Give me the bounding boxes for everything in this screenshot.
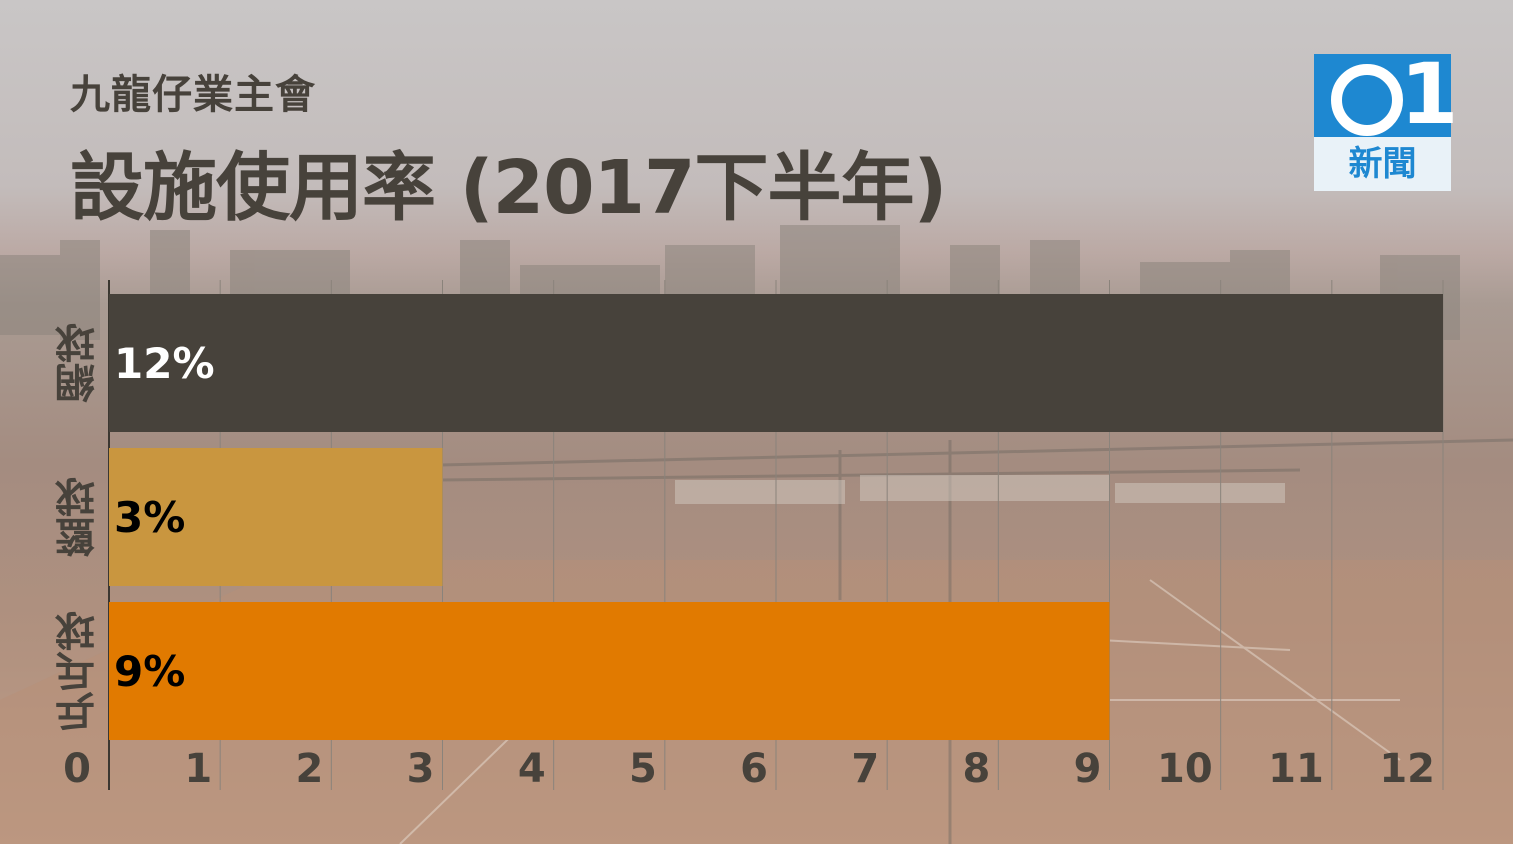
logo-mark-area: 1 xyxy=(1314,52,1458,137)
category-label-1: 籃球 xyxy=(56,477,102,557)
logo-text: 新聞 xyxy=(1314,137,1451,191)
x-tick-label-0: 0 xyxy=(63,746,91,792)
x-tick-label-2: 2 xyxy=(295,746,323,792)
bar-value-label-0: 12% xyxy=(114,339,215,388)
x-tick-label-1: 1 xyxy=(184,746,212,792)
x-tick-label-10: 10 xyxy=(1157,746,1213,792)
bar-value-label-2: 9% xyxy=(114,647,185,696)
bar-2 xyxy=(109,602,1110,740)
chart-subtitle: 九龍仔業主會 xyxy=(70,72,316,118)
hk01-logo: 1 新聞 xyxy=(1314,52,1458,191)
x-tick-label-12: 12 xyxy=(1379,746,1435,792)
x-tick-label-8: 8 xyxy=(962,746,990,792)
bar-0 xyxy=(109,294,1443,432)
x-tick-label-3: 3 xyxy=(407,746,435,792)
x-tick-label-11: 11 xyxy=(1268,746,1324,792)
chart-title: 設施使用率 (2017下半年) xyxy=(70,145,947,231)
logo-zero-ring xyxy=(1331,64,1403,136)
bar-1 xyxy=(109,448,443,586)
category-label-0: 網球 xyxy=(56,323,102,403)
x-tick-label-6: 6 xyxy=(740,746,768,792)
category-label-2: 乒乓球 xyxy=(56,611,102,731)
logo-one-glyph: 1 xyxy=(1400,45,1459,143)
x-tick-label-9: 9 xyxy=(1074,746,1102,792)
bar-value-label-1: 3% xyxy=(114,493,185,542)
x-tick-label-5: 5 xyxy=(629,746,657,792)
x-tick-label-7: 7 xyxy=(851,746,879,792)
x-tick-label-4: 4 xyxy=(518,746,546,792)
